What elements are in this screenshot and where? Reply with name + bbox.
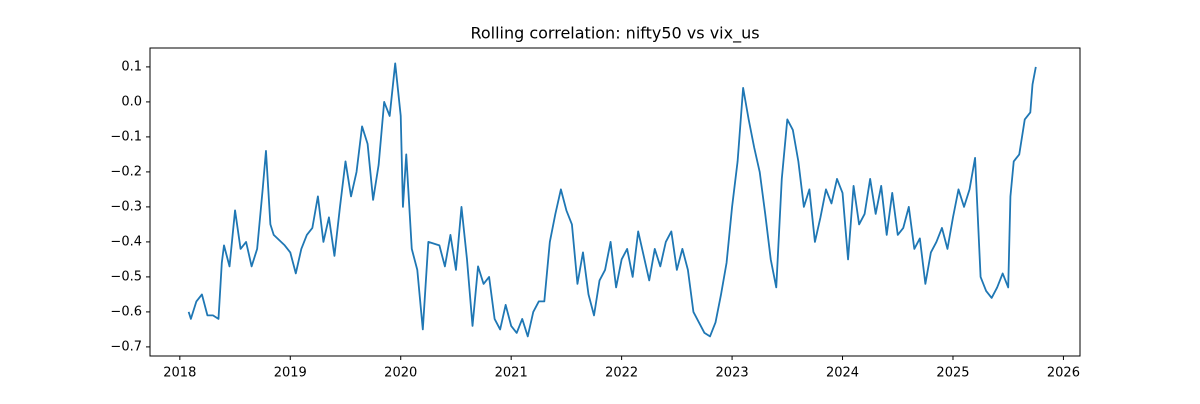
- x-tick-label: 2019: [274, 366, 307, 381]
- x-tick-label: 2026: [1047, 366, 1080, 381]
- chart-title: Rolling correlation: nifty50 vs vix_us: [470, 24, 759, 44]
- y-tick-label: −0.4: [110, 234, 142, 249]
- y-tick-label: 0.0: [121, 94, 142, 109]
- x-tick-label: 2020: [384, 366, 417, 381]
- x-tick-label: 2021: [495, 366, 528, 381]
- data-line: [187, 62, 1037, 338]
- x-tick-label: 2025: [936, 366, 969, 381]
- y-tick-label: −0.6: [110, 304, 142, 319]
- y-tick-label: −0.7: [110, 339, 142, 354]
- y-tick-label: −0.1: [110, 129, 142, 144]
- y-tick-label: 0.1: [121, 59, 142, 74]
- x-tick-label: 2024: [826, 366, 859, 381]
- plot-frame: [149, 47, 1081, 357]
- x-tick-label: 2023: [716, 366, 749, 381]
- x-tick-label: 2022: [605, 366, 638, 381]
- y-tick-label: −0.3: [110, 199, 142, 214]
- y-tick-label: −0.5: [110, 269, 142, 284]
- x-tick-label: 2018: [163, 366, 196, 381]
- y-tick-label: −0.2: [110, 164, 142, 179]
